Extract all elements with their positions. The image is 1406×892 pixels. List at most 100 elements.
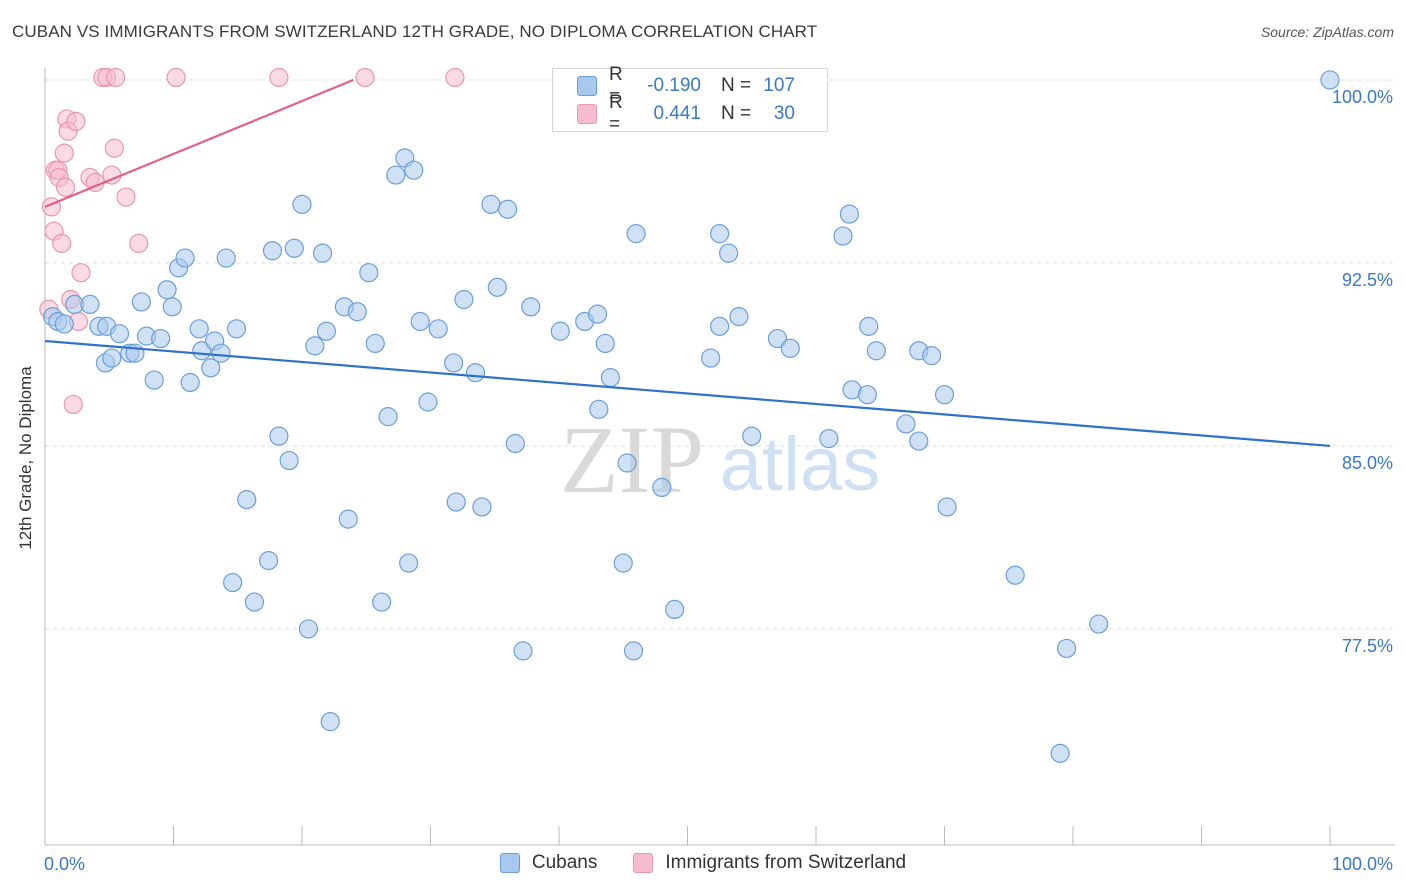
cubans-point [298, 619, 319, 639]
legend-row-cubans: R = -0.190 N = 107 [577, 64, 795, 107]
cubans-point [896, 414, 916, 434]
cubans-point [284, 238, 304, 258]
switzerland-point [355, 67, 375, 88]
cubans-point [1056, 638, 1077, 659]
cubans-point [839, 204, 860, 224]
cubans-point [505, 433, 525, 454]
legend-r-label: R = [609, 92, 623, 135]
cubans-point [269, 426, 289, 446]
cubans-point [279, 450, 299, 471]
cubans-point [244, 592, 265, 612]
correlation-legend: R = -0.190 N = 107 R = 0.441 N = 30 [552, 64, 828, 135]
legend-r-value: 0.441 [653, 103, 701, 124]
cubans-point [729, 307, 749, 327]
cubans-point [595, 333, 615, 354]
switzerland-point [63, 394, 83, 415]
cubans-point [102, 348, 122, 368]
switzerland-point [54, 143, 74, 163]
cubans-point [498, 199, 518, 219]
cubans-point [937, 497, 957, 517]
switzerland-point [269, 67, 289, 88]
cubans-point [465, 363, 486, 383]
y-tick-labels: 100.0% 92.5% 85.0% 77.5% [1332, 87, 1393, 656]
cubans-point [833, 226, 853, 246]
cubans-point [378, 407, 398, 427]
cubans-point [226, 319, 247, 339]
cubans-point [316, 321, 337, 341]
cubans-point [444, 353, 464, 373]
legend-n-value: 107 [763, 75, 795, 96]
legend-swatch-blue [499, 853, 520, 873]
cubans-point [292, 194, 312, 214]
cubans-point [216, 248, 236, 268]
cubans-point [80, 294, 100, 314]
switzerland-point [445, 67, 465, 88]
cubans-point [934, 385, 955, 405]
cubans-point [487, 277, 507, 297]
cubans-point [312, 243, 333, 263]
switzerland-point [129, 233, 149, 253]
cubans-point [189, 319, 209, 339]
cubans-point [600, 368, 621, 388]
cubans-point [359, 263, 379, 283]
cubans-point [157, 280, 177, 300]
cubans-point [652, 477, 672, 497]
y-tick-label: 92.5% [1342, 270, 1393, 290]
switzerland-point [71, 263, 91, 283]
legend-swatch-blue [577, 76, 597, 96]
cubans-point [1005, 565, 1025, 585]
cubans-point [144, 370, 164, 390]
cubans-point [151, 328, 171, 349]
cubans-point [665, 599, 685, 620]
cubans-point [162, 297, 182, 317]
cubans-point [1050, 743, 1070, 763]
legend-r-label: R = [609, 64, 623, 107]
cubans-point [211, 343, 231, 363]
cubans-point [365, 333, 385, 354]
switzerland-point [116, 187, 136, 207]
switzerland-point [166, 67, 186, 88]
cubans-point [410, 311, 430, 332]
series-switzerland-points [39, 67, 465, 415]
switzerland-trend-line [44, 78, 354, 208]
cubans-point [617, 453, 637, 473]
cubans-point [710, 316, 730, 336]
trend-lines [44, 78, 1331, 448]
legend-r-value: -0.190 [647, 75, 701, 96]
cubans-point [819, 429, 839, 449]
switzerland-point [106, 67, 126, 88]
cubans-point [386, 165, 406, 185]
cubans-point [446, 492, 466, 512]
cubans-point [418, 392, 438, 412]
cubans-point [454, 289, 474, 310]
cubans-point [550, 321, 570, 341]
cubans-point [1089, 614, 1109, 634]
cubans-point [54, 314, 74, 334]
cubans-point [347, 302, 367, 322]
cubans-trend-line [44, 339, 1331, 448]
cubans-point [258, 550, 279, 571]
cubans-point [404, 160, 424, 180]
cubans-point [623, 641, 644, 661]
legend-item-cubans[interactable]: Cubans [499, 852, 597, 874]
cubans-point [710, 224, 730, 244]
cubans-point [428, 319, 448, 339]
legend-n-label: N = [721, 75, 752, 96]
grid-lines [45, 79, 1395, 630]
cubans-point [613, 553, 633, 573]
y-tick-label: 85.0% [1342, 453, 1393, 473]
cubans-point [131, 292, 151, 312]
x-tick-labels: 0.0% 100.0% [44, 854, 1393, 874]
legend-item-switzerland[interactable]: Immigrants from Switzerland [633, 852, 906, 874]
watermark: ZIP atlas [560, 406, 880, 513]
cubans-point [481, 194, 501, 214]
cubans-point [320, 712, 340, 732]
cubans-point [305, 336, 325, 356]
y-tick-label: 100.0% [1332, 87, 1393, 107]
series-legend: Cubans Immigrants from Switzerland [0, 852, 1406, 874]
legend-label-switzerland: Immigrants from Switzerland [665, 852, 907, 873]
cubans-point [338, 509, 358, 529]
x-tick-label: 100.0% [1332, 854, 1393, 874]
cubans-point [201, 358, 221, 378]
